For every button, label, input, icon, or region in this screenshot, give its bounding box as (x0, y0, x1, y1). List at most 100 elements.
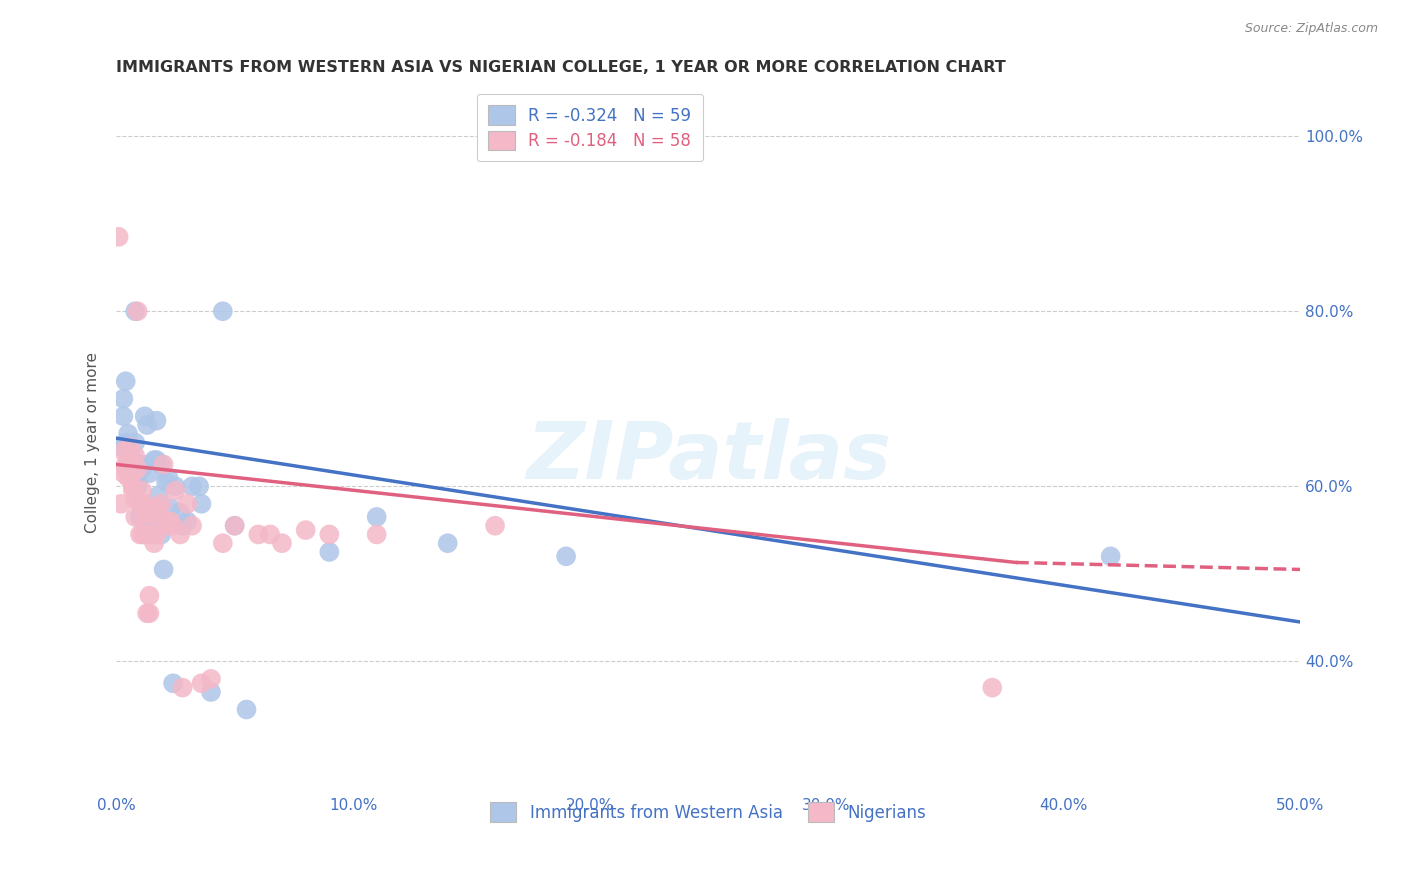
Point (224, 518, 246, 533)
Point (131, 458, 153, 472)
Point (159, 501, 181, 516)
Point (181, 518, 204, 533)
Point (141, 523, 163, 537)
Point (136, 506, 159, 520)
Point (134, 409, 156, 424)
Legend: Immigrants from Western Asia, Nigerians: Immigrants from Western Asia, Nigerians (478, 790, 938, 833)
Point (148, 488, 170, 502)
Point (131, 462, 153, 476)
Point (176, 497, 198, 511)
Point (148, 510, 170, 524)
Point (120, 466, 142, 480)
Point (129, 510, 152, 524)
Point (127, 462, 149, 476)
Point (200, 672, 222, 686)
Point (138, 527, 160, 541)
Point (145, 527, 167, 541)
Point (112, 392, 135, 406)
Point (127, 304, 149, 318)
Point (981, 681, 1004, 695)
Point (159, 514, 181, 528)
Point (172, 518, 194, 533)
Point (134, 497, 156, 511)
Point (129, 497, 152, 511)
Point (150, 458, 173, 472)
Point (152, 562, 174, 576)
Point (247, 527, 270, 541)
Point (200, 685, 222, 699)
Point (131, 527, 153, 541)
Point (155, 514, 177, 528)
Point (190, 497, 212, 511)
Point (162, 518, 184, 533)
Point (120, 444, 142, 458)
Point (121, 453, 143, 467)
Point (117, 458, 139, 472)
Point (181, 479, 204, 493)
Point (294, 523, 316, 537)
Point (124, 492, 146, 507)
Point (127, 475, 149, 489)
Point (318, 545, 340, 559)
Point (114, 458, 136, 472)
Point (112, 409, 135, 424)
Point (120, 440, 142, 454)
Point (436, 536, 458, 550)
Point (134, 514, 156, 528)
Point (172, 681, 194, 695)
Y-axis label: College, 1 year or more: College, 1 year or more (86, 352, 100, 533)
Point (141, 527, 163, 541)
Point (120, 470, 142, 484)
Point (318, 527, 340, 541)
Point (120, 449, 142, 463)
Point (211, 304, 233, 318)
Point (124, 304, 146, 318)
Point (143, 453, 166, 467)
Point (484, 518, 506, 533)
Point (211, 536, 233, 550)
Text: IMMIGRANTS FROM WESTERN ASIA VS NIGERIAN COLLEGE, 1 YEAR OR MORE CORRELATION CHA: IMMIGRANTS FROM WESTERN ASIA VS NIGERIAN… (117, 60, 1007, 75)
Point (124, 449, 146, 463)
Point (138, 589, 160, 603)
Point (143, 536, 166, 550)
Point (152, 458, 174, 472)
Point (165, 479, 187, 493)
Point (131, 483, 153, 498)
Point (121, 466, 143, 480)
Point (114, 374, 136, 388)
Text: Source: ZipAtlas.com: Source: ZipAtlas.com (1244, 22, 1378, 36)
Point (136, 418, 159, 433)
Point (141, 501, 163, 516)
Point (224, 518, 246, 533)
Point (129, 527, 152, 541)
Point (110, 497, 132, 511)
Point (110, 440, 132, 454)
Point (117, 458, 139, 472)
Point (124, 510, 146, 524)
Point (152, 514, 174, 528)
Point (143, 501, 166, 516)
Point (136, 514, 159, 528)
Point (143, 501, 166, 516)
Point (176, 514, 198, 528)
Point (124, 435, 146, 450)
Point (107, 230, 129, 244)
Point (169, 506, 191, 520)
Point (129, 497, 152, 511)
Point (145, 414, 167, 428)
Point (145, 501, 167, 516)
Point (121, 483, 143, 498)
Point (145, 453, 167, 467)
Point (366, 527, 388, 541)
Point (138, 466, 160, 480)
Point (134, 527, 156, 541)
Point (120, 449, 142, 463)
Point (114, 462, 136, 476)
Point (188, 479, 211, 493)
Point (121, 479, 143, 493)
Point (155, 475, 177, 489)
Point (121, 466, 143, 480)
Point (259, 527, 281, 541)
Point (162, 676, 184, 690)
Point (271, 536, 294, 550)
